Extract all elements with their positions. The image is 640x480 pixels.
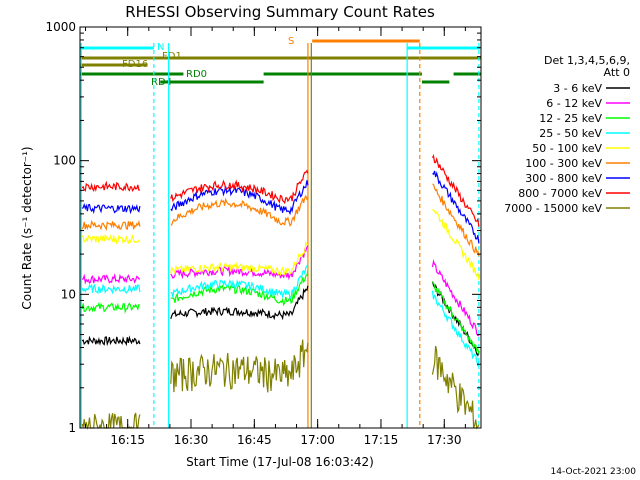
y-axis: 1 10 100 1000: [45, 20, 481, 435]
x-tick-label: 16:45: [237, 433, 272, 447]
series-line: [432, 281, 480, 354]
x-tick-label: 16:30: [174, 433, 209, 447]
footer-timestamp: 14-Oct-2021 23:00: [551, 467, 637, 477]
series-line: [432, 170, 480, 244]
legend: Det 1,3,4,5,6,9,Att 03 - 6 keV 6 - 12 keV…: [504, 54, 630, 215]
series-line: [431, 345, 480, 430]
legend-header: Det 1,3,4,5,6,9,: [544, 54, 630, 67]
series-line: [81, 301, 141, 314]
series-line: [432, 183, 480, 257]
series-line: [431, 259, 480, 337]
y-tick-label: 10: [61, 287, 76, 301]
flag-label: S: [288, 36, 294, 47]
series-line: [81, 273, 140, 285]
x-tick-label: 17:30: [427, 433, 462, 447]
legend-entry-label: 300 - 800 keV: [525, 172, 602, 185]
series-line: [170, 285, 309, 321]
series-line: [431, 281, 480, 357]
flag-label: FD1: [162, 51, 182, 62]
series-line: [170, 169, 309, 205]
flag-label: N: [157, 42, 164, 53]
plot-frame: [79, 26, 482, 429]
series-line: [170, 240, 309, 277]
chart-title: RHESSI Observing Summary Count Rates: [125, 3, 435, 21]
x-axis: 16:15 16:30 16:45 17:00 17:15 17:30: [84, 27, 466, 447]
series-line: [81, 283, 141, 295]
y-tick-label: 1000: [45, 20, 76, 34]
series-line: [170, 270, 309, 307]
legend-header: Att 0: [604, 66, 630, 79]
legend-entry-label: 800 - 7000 keV: [518, 187, 602, 200]
y-axis-label: Count Rate (s⁻¹ detector⁻¹): [20, 146, 34, 309]
flag-label: RD0: [186, 69, 207, 80]
series-line: [170, 180, 309, 216]
series-line: [81, 180, 141, 192]
y-tick-label: 100: [53, 154, 76, 168]
legend-entry-label: 100 - 300 keV: [525, 157, 602, 170]
flag-label: FD16: [122, 59, 148, 70]
legend-entry-label: 12 - 25 keV: [539, 112, 602, 125]
series-line: [81, 233, 141, 245]
legend-entry-label: 3 - 6 keV: [553, 82, 602, 95]
legend-entry-label: 6 - 12 keV: [546, 97, 602, 110]
flag-label: RD4: [151, 77, 172, 88]
interval-markers: [80, 43, 480, 428]
legend-entry-label: 25 - 50 keV: [539, 127, 602, 140]
observing-flags: N S FD1 FD16 RD0 RD4: [80, 36, 481, 88]
x-tick-label: 16:15: [110, 433, 145, 447]
series-line: [431, 290, 480, 367]
y-tick-label: 1: [68, 421, 76, 435]
series-line: [81, 202, 141, 215]
series-line: [81, 219, 141, 232]
series-line: [170, 339, 309, 393]
x-axis-label: Start Time (17-Jul-08 16:03:42): [186, 455, 374, 469]
x-tick-label: 17:15: [364, 433, 399, 447]
legend-entry-label: 7000 - 15000 keV: [504, 202, 602, 215]
legend-entry-label: 50 - 100 keV: [532, 142, 602, 155]
series-line: [432, 209, 480, 281]
x-tick-label: 17:00: [300, 433, 335, 447]
series-line: [431, 154, 480, 227]
series-line: [81, 335, 141, 347]
series-line: [170, 263, 309, 299]
series-line: [170, 194, 309, 227]
